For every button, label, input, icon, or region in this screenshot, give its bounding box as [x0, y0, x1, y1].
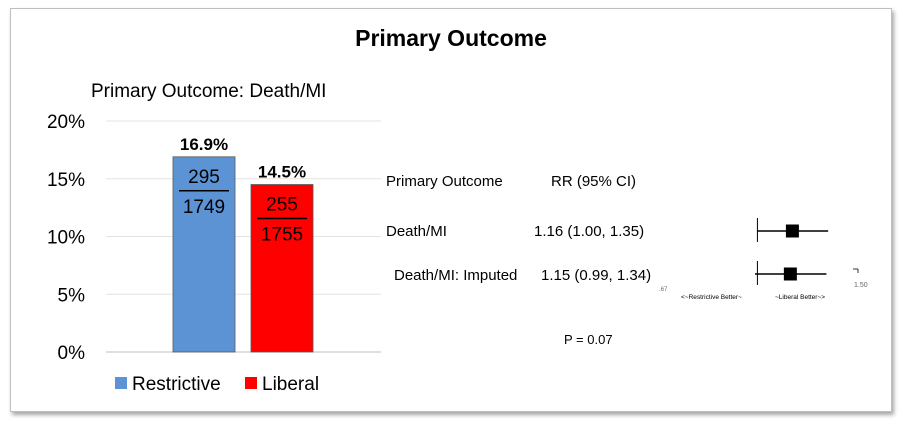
y-tick-label: 10% [47, 228, 85, 249]
forest-header-outcome: Primary Outcome [386, 173, 503, 190]
y-tick-label: 20% [47, 112, 85, 133]
y-tick-label: 15% [47, 170, 85, 191]
bar-numerator: 255 [266, 195, 298, 216]
right-arrow-label: ~Liberal Better~> [775, 294, 825, 301]
legend-label: Restrictive [132, 374, 221, 395]
slide-title: Primary Outcome [355, 25, 547, 51]
bar-data-label: 16.9% [180, 135, 228, 154]
bar-restrictive [172, 156, 236, 353]
y-tick-label: 0% [58, 343, 86, 364]
forest-axis-tick: .67 [659, 287, 668, 293]
y-axis-tick-labels: 0% 5% 10% 15% 20% [47, 112, 85, 364]
forest-row-outcome: Death/MI [386, 223, 447, 240]
y-tick-label: 5% [58, 285, 86, 306]
bar-numerator: 295 [188, 167, 220, 188]
bar-denominator: 1755 [261, 225, 303, 246]
bar-data-label: 14.5% [258, 163, 306, 182]
gridlines [106, 120, 381, 353]
bars: 16.9% 295 1749 14.5% 255 1755 [172, 135, 314, 353]
left-arrow-label: <~Restrictive Better~ [681, 294, 742, 301]
p-value: P = 0.07 [564, 332, 613, 347]
legend-swatch [115, 377, 127, 389]
bar-chart: 0% 5% 10% 15% 20% 16.9% 295 1749 14.5% 255 1755 R… [47, 112, 381, 395]
bar-liberal [250, 184, 314, 353]
legend: Restrictive Liberal [115, 374, 319, 395]
forest-axis-tick: 1.50 [854, 282, 868, 289]
forest-row-rr: 1.15 (0.99, 1.34) [541, 267, 652, 284]
forest-row-outcome: Death/MI: Imputed [394, 267, 518, 284]
rr-point [785, 224, 799, 238]
bar-denominator: 1749 [183, 197, 225, 218]
slide: Primary Outcome Primary Outcome: Death/M… [10, 8, 892, 412]
legend-label: Liberal [262, 374, 319, 395]
forest-row-rr: 1.16 (1.00, 1.35) [534, 223, 645, 240]
forest-plot: .67 1.50 <~Restrictive Better~ ~Liberal Bet… [659, 218, 868, 301]
rr-point [783, 267, 797, 281]
forest-header-rr: RR (95% CI) [551, 173, 637, 190]
chart-title: Primary Outcome: Death/MI [91, 81, 327, 102]
legend-swatch [245, 377, 257, 389]
